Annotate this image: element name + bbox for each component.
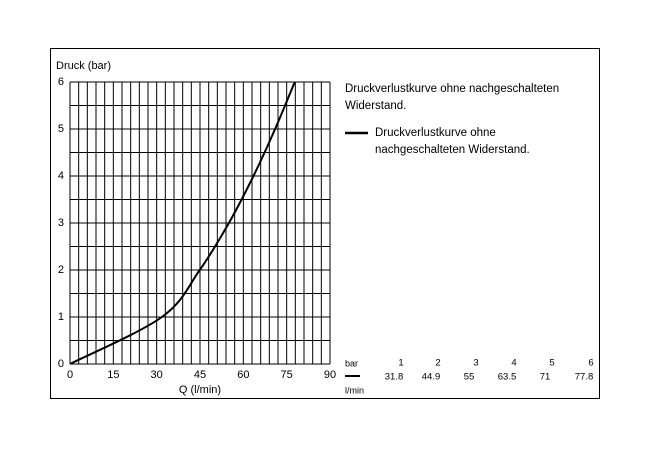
y-tick-label: 0 — [58, 358, 64, 370]
table-row-label: l/min — [345, 385, 364, 395]
table-flow: 77.8 — [575, 372, 594, 383]
x-tick-label: 45 — [194, 369, 206, 381]
table-bar: 1 — [398, 358, 403, 369]
table-bar: 5 — [549, 358, 554, 369]
table-bar: 3 — [473, 358, 478, 369]
table-flow: 31.8 — [385, 372, 404, 383]
table-bar: 6 — [588, 358, 593, 369]
frame — [50, 48, 600, 399]
y-tick-label: 6 — [58, 76, 64, 88]
annotation: Druckverlustkurve ohne nachgeschalteten … — [345, 83, 560, 112]
y-axis-label: Druck (bar) — [56, 60, 111, 72]
table-bar: 2 — [435, 358, 440, 369]
y-tick-label: 2 — [58, 264, 64, 276]
y-tick-label: 4 — [58, 170, 64, 182]
x-tick-label: 0 — [67, 369, 73, 381]
x-tick-label: 15 — [107, 369, 119, 381]
table-flow: 63.5 — [498, 372, 517, 383]
table-flow: 55 — [464, 372, 475, 383]
y-tick-label: 1 — [58, 311, 64, 323]
x-tick-label: 60 — [237, 369, 249, 381]
table-flow: 71 — [540, 372, 551, 383]
curve — [69, 81, 296, 365]
x-tick-label: 90 — [324, 369, 336, 381]
x-axis-label: Q (l/min) — [179, 384, 221, 396]
y-tick-label: 3 — [58, 217, 64, 229]
x-tick-label: 30 — [151, 369, 163, 381]
legend-label: Druckverlustkurve ohne nachgeschalteten … — [375, 127, 530, 156]
y-tick-label: 5 — [58, 123, 64, 135]
x-tick-label: 75 — [281, 369, 293, 381]
table-bar: 4 — [511, 358, 516, 369]
table-row-label: bar — [345, 358, 358, 368]
table-flow: 44.9 — [422, 372, 441, 383]
